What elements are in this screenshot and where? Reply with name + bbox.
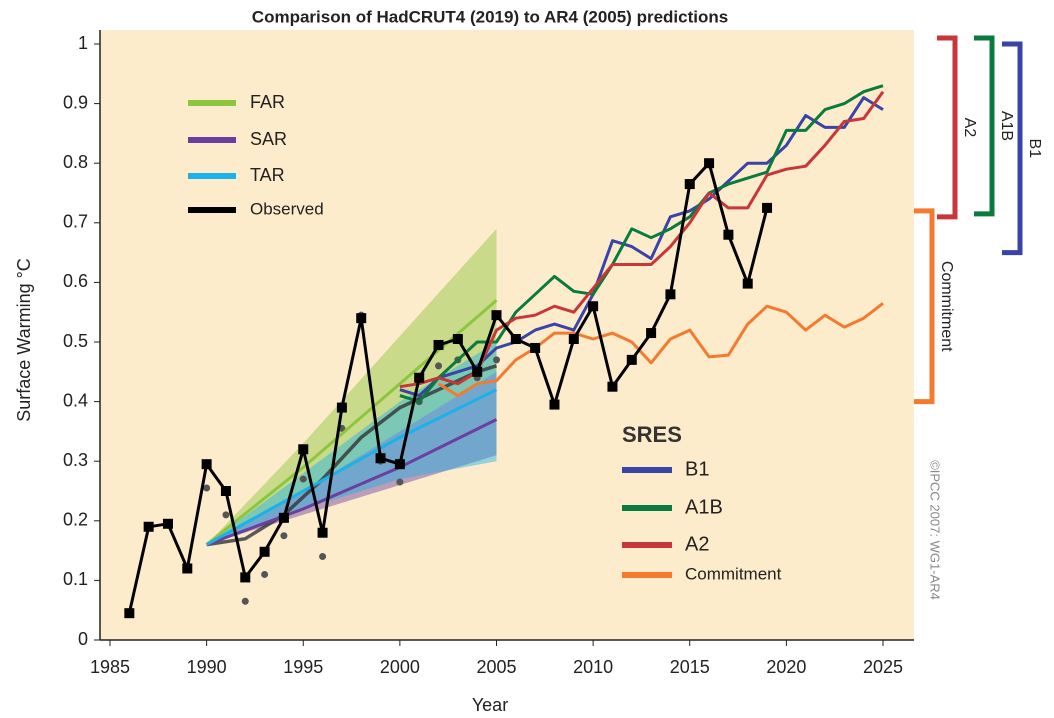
x-tick-label: 2005 <box>476 657 516 677</box>
observed-marker <box>375 453 386 464</box>
old-observation <box>299 475 307 483</box>
legend-label: Commitment <box>685 564 782 583</box>
bracket-label: A1B <box>998 111 1015 141</box>
y-tick-label: 1 <box>78 33 88 53</box>
observed-marker <box>530 342 541 353</box>
y-tick-label: 0.7 <box>63 212 88 232</box>
smoothed-line <box>206 364 498 547</box>
observed-marker <box>182 563 193 574</box>
series-line <box>127 161 769 614</box>
legend-label: FAR <box>250 92 285 112</box>
observed-marker <box>220 486 231 496</box>
old-observation <box>493 356 500 364</box>
legend-label: A1B <box>685 496 723 518</box>
bracket-label: Commitment <box>938 261 955 352</box>
uncertainty-band <box>206 228 497 545</box>
y-tick-label: 0 <box>78 629 88 649</box>
x-tick-label: 2025 <box>863 657 903 677</box>
legend-label: SAR <box>250 129 287 149</box>
observed-marker <box>607 381 618 392</box>
observed-marker <box>549 399 560 410</box>
observed-marker <box>665 289 676 300</box>
x-tick-label: 2010 <box>573 657 613 677</box>
bracket <box>914 208 935 405</box>
old-observation <box>222 511 230 519</box>
x-tick-label: 1985 <box>90 657 130 677</box>
bracket <box>1002 41 1023 256</box>
observed-marker <box>414 372 425 383</box>
series-line <box>399 84 884 404</box>
legend-label: Observed <box>250 199 324 218</box>
legend-label: B1 <box>685 458 709 480</box>
observed-marker <box>356 313 367 324</box>
observed-marker <box>259 546 270 557</box>
chart-title: Comparison of HadCRUT4 (2019) to AR4 (20… <box>252 7 728 26</box>
observed-marker <box>510 334 521 345</box>
legend-title: SRES <box>622 422 682 447</box>
observed-marker <box>626 354 637 365</box>
observed-marker <box>491 310 502 321</box>
observed-marker <box>317 527 328 538</box>
series-line <box>205 388 498 546</box>
observed-marker <box>472 366 483 377</box>
y-tick-label: 0.1 <box>63 569 88 589</box>
x-tick-label: 1995 <box>283 657 323 677</box>
y-tick-label: 0.3 <box>63 450 88 470</box>
series-line <box>206 418 498 547</box>
observed-marker <box>742 278 753 289</box>
y-tick-label: 0.4 <box>63 390 88 410</box>
observed-marker <box>433 339 444 350</box>
observed-marker <box>162 518 173 529</box>
old-observation <box>241 597 249 605</box>
observed-marker <box>684 179 695 190</box>
x-tick-label: 2000 <box>380 657 420 677</box>
old-observation <box>319 553 327 561</box>
observed-marker <box>568 334 579 345</box>
bracket <box>937 35 958 220</box>
plot-area <box>100 30 914 640</box>
old-observation <box>280 532 288 540</box>
legend-label: TAR <box>250 165 285 185</box>
old-observation <box>435 362 443 370</box>
old-observation <box>261 570 269 578</box>
old-observation <box>203 484 211 492</box>
y-tick-label: 0.8 <box>63 152 88 172</box>
observed-marker <box>588 301 599 312</box>
observed-marker <box>336 402 347 413</box>
bracket <box>974 35 995 217</box>
observed-marker <box>143 521 154 532</box>
bracket-label: B1 <box>1026 139 1043 159</box>
observed-marker <box>240 572 251 583</box>
observed-marker <box>201 459 212 470</box>
observed-marker <box>646 328 657 339</box>
credit: ©IPCC 2007: WG1-AR4 <box>928 460 943 600</box>
y-tick-label: 0.5 <box>63 331 88 351</box>
observed-marker <box>723 229 734 240</box>
x-axis-label: Year <box>472 695 508 715</box>
observed-marker <box>298 444 309 455</box>
series-line <box>437 302 884 398</box>
observed-marker <box>124 608 135 619</box>
bracket-label: A2 <box>961 118 978 138</box>
observed-marker <box>762 202 773 213</box>
x-tick-label: 2020 <box>766 657 806 677</box>
y-tick-label: 0.6 <box>63 271 88 291</box>
y-tick-label: 0.9 <box>63 92 88 112</box>
observed-marker <box>704 158 715 169</box>
observed-marker <box>452 334 463 345</box>
observed-marker <box>394 459 405 470</box>
x-tick-label: 2015 <box>670 657 710 677</box>
old-observation <box>396 478 404 486</box>
y-axis-label: Surface Warming °C <box>14 258 34 422</box>
uncertainty-band <box>206 371 497 545</box>
observed-marker <box>278 512 289 523</box>
x-tick-label: 1990 <box>187 657 227 677</box>
legend-label: A2 <box>685 533 709 555</box>
y-tick-label: 0.2 <box>63 510 88 530</box>
